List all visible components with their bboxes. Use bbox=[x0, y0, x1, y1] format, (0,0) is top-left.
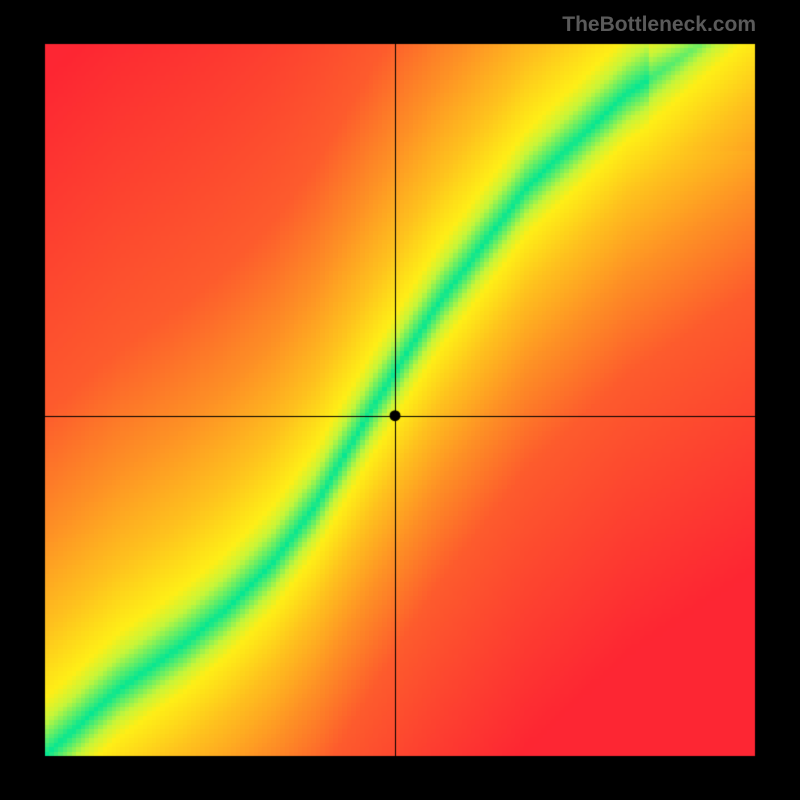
chart-container: TheBottleneck.com bbox=[0, 0, 800, 800]
bottleneck-heatmap bbox=[0, 0, 800, 800]
watermark-text: TheBottleneck.com bbox=[562, 13, 756, 37]
